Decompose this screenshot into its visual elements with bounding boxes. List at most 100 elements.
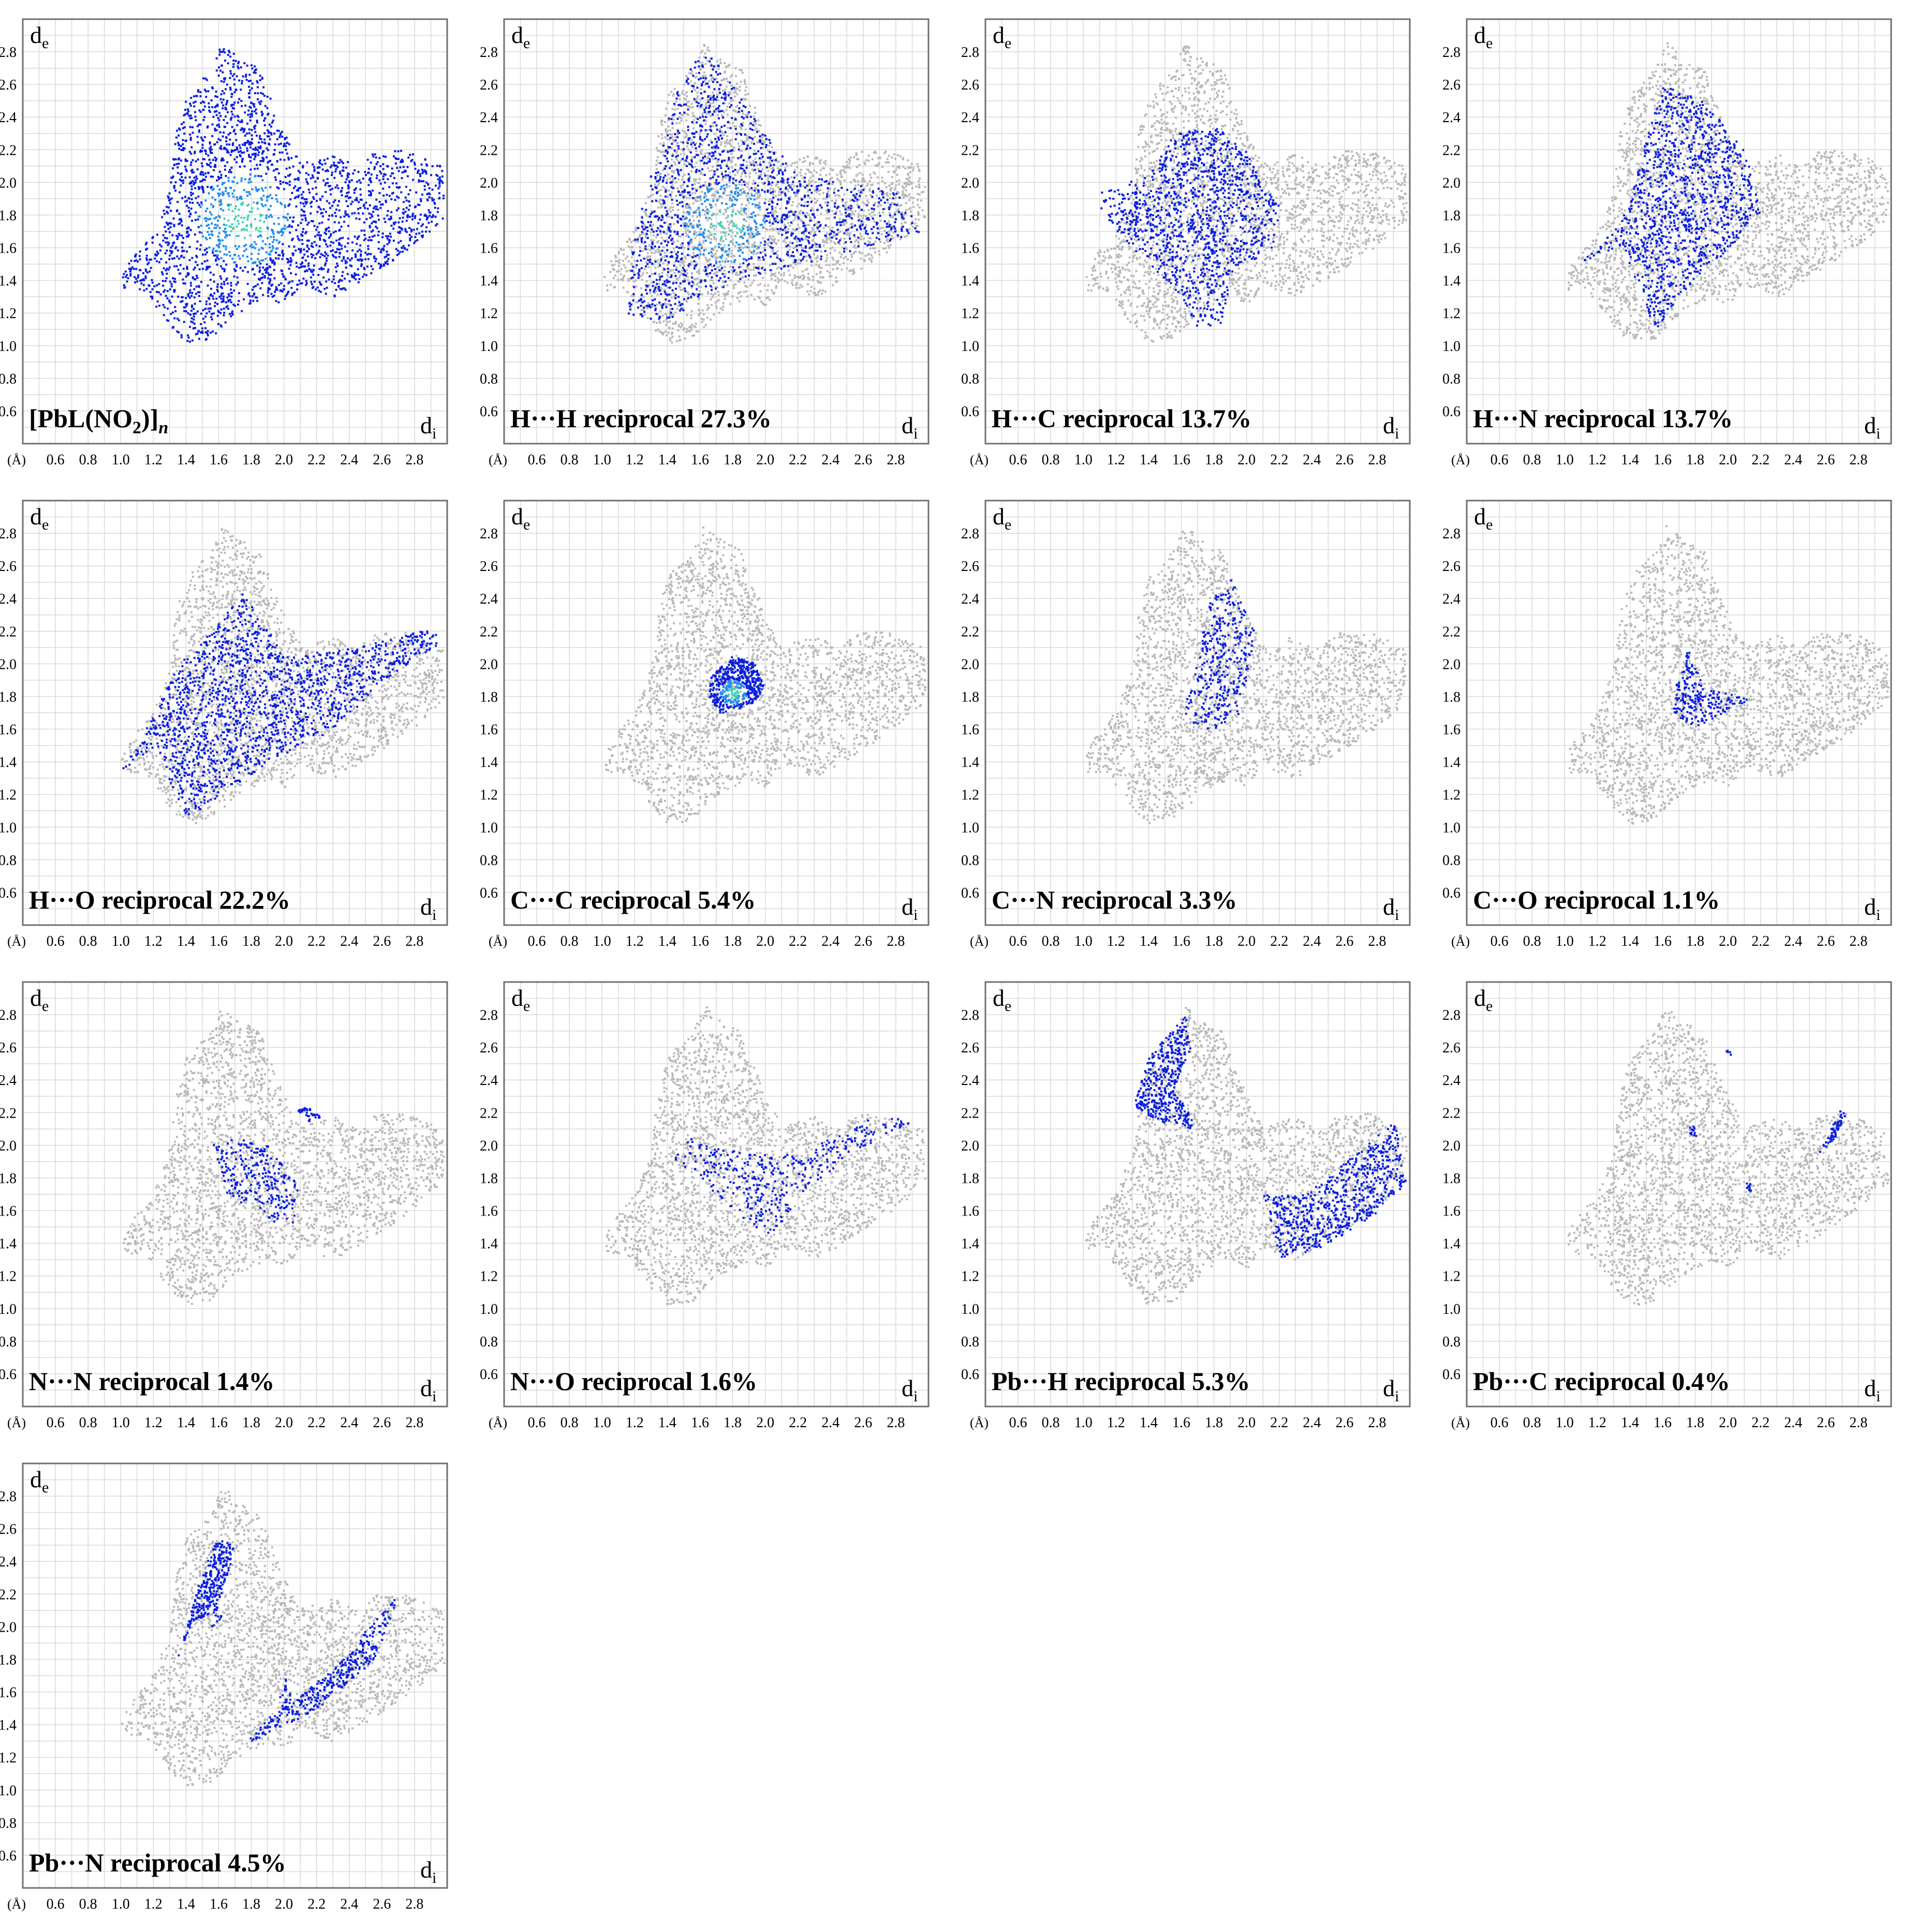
highlight-point [281, 235, 283, 237]
background-point [735, 274, 737, 276]
highlight-point [238, 235, 240, 237]
highlight-point [261, 203, 263, 206]
highlight-point [234, 91, 236, 93]
background-point [896, 174, 898, 176]
highlight-point [314, 241, 316, 243]
highlight-point [224, 148, 226, 150]
highlight-point [443, 195, 445, 197]
highlight-point [279, 152, 281, 154]
background-point [871, 254, 873, 256]
highlight-point [208, 246, 210, 248]
highlight-point [312, 274, 314, 276]
highlight-point [220, 257, 223, 259]
highlight-point [288, 268, 290, 270]
highlight-point [275, 194, 277, 196]
background-point [703, 313, 705, 315]
highlight-point [276, 247, 278, 250]
highlight-point [382, 195, 385, 197]
highlight-point [311, 253, 313, 255]
background-point [858, 189, 860, 192]
highlight-point [241, 198, 243, 200]
highlight-point [289, 216, 291, 218]
highlight-point [351, 212, 353, 214]
highlight-point [166, 273, 168, 275]
highlight-point [242, 221, 244, 223]
highlight-point [365, 174, 367, 176]
highlight-point [339, 229, 341, 231]
background-point [641, 233, 643, 236]
highlight-point [219, 131, 222, 134]
highlight-point [229, 169, 231, 171]
highlight-point [187, 110, 189, 112]
highlight-point [246, 79, 248, 81]
highlight-point [304, 217, 306, 219]
background-point [794, 162, 796, 164]
highlight-point [194, 233, 196, 236]
highlight-point [225, 115, 227, 118]
background-point [792, 284, 794, 286]
highlight-point [260, 147, 262, 149]
x-tick-label: 2.2 [307, 452, 326, 468]
highlight-point [249, 300, 252, 302]
highlight-point [382, 249, 385, 251]
highlight-point [183, 256, 185, 258]
highlight-point [242, 202, 244, 204]
highlight-point [402, 171, 404, 173]
highlight-point [208, 298, 210, 300]
highlight-point [205, 96, 207, 98]
highlight-point [176, 238, 179, 240]
highlight-point [334, 282, 336, 284]
highlight-point [267, 237, 269, 239]
highlight-point [316, 244, 318, 246]
highlight-point [388, 241, 390, 243]
highlight-point [233, 158, 235, 160]
background-point [887, 245, 889, 247]
highlight-point [273, 269, 275, 271]
background-point [728, 102, 730, 105]
background-point [677, 329, 679, 331]
highlight-point [403, 201, 405, 203]
highlight-point [197, 241, 199, 243]
highlight-point [287, 205, 289, 207]
highlight-point [255, 243, 257, 245]
highlight-point [367, 159, 369, 161]
highlight-point [434, 203, 436, 205]
highlight-point [187, 334, 189, 336]
highlight-point [284, 216, 286, 218]
highlight-point [238, 300, 240, 302]
highlight-point [223, 48, 225, 50]
highlight-point [246, 123, 248, 125]
highlight-point [353, 189, 356, 191]
highlight-point [171, 258, 173, 260]
highlight-point [173, 158, 175, 160]
background-point [806, 212, 808, 214]
highlight-point [308, 248, 310, 250]
highlight-point [220, 148, 223, 150]
highlight-point [300, 251, 302, 253]
highlight-point [250, 156, 252, 158]
highlight-point [250, 253, 253, 255]
highlight-point [311, 242, 313, 244]
highlight-point [251, 211, 253, 213]
background-point [673, 172, 675, 174]
highlight-point [168, 207, 170, 209]
highlight-point [296, 156, 298, 158]
background-point [915, 218, 917, 221]
highlight-point [232, 66, 234, 68]
highlight-point [202, 109, 204, 111]
highlight-point [277, 254, 279, 256]
highlight-point [207, 259, 209, 261]
highlight-point [351, 250, 353, 252]
highlight-point [158, 261, 160, 263]
highlight-point [205, 153, 207, 155]
highlight-point [224, 126, 226, 128]
highlight-point [163, 234, 165, 236]
highlight-point [255, 108, 257, 110]
highlight-point [364, 252, 366, 254]
highlight-point [409, 216, 411, 218]
highlight-point [370, 217, 372, 219]
highlight-point [210, 166, 212, 168]
highlight-point [359, 249, 361, 251]
background-point [701, 318, 703, 320]
highlight-point [217, 193, 219, 195]
